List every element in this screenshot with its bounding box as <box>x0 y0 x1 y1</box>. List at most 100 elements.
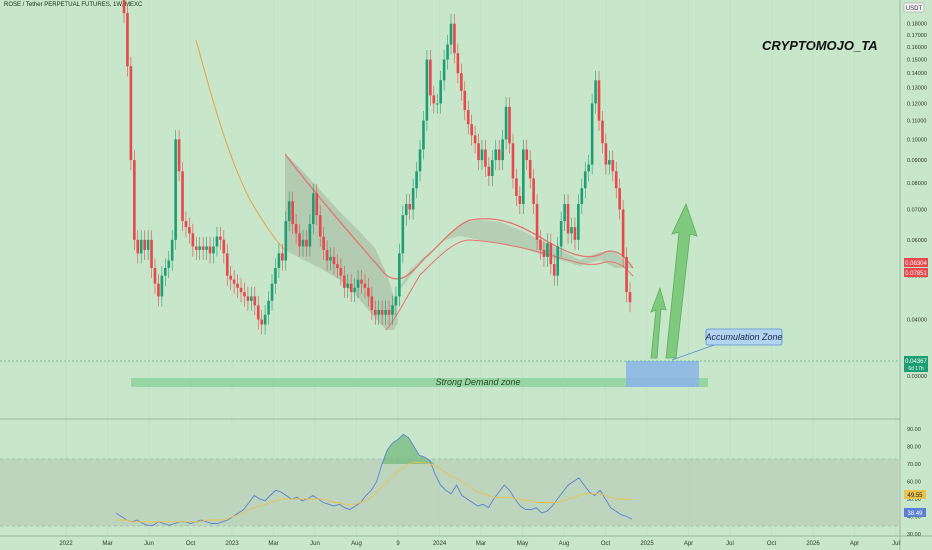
time-tick-label: 2026 <box>806 541 820 547</box>
candle-body <box>577 203 580 240</box>
price-tick-label: 0.12000 <box>907 101 927 107</box>
price-tick-label: 0.17000 <box>907 33 927 39</box>
candle-body <box>473 135 477 144</box>
time-tick-label: Aug <box>559 541 570 547</box>
candle-body <box>539 239 542 250</box>
price-tick-label: 0.08000 <box>907 181 927 187</box>
time-tick-label: Aug <box>351 541 362 547</box>
candle-body <box>363 283 367 288</box>
rsi-band <box>0 459 900 526</box>
candle-body <box>263 314 267 325</box>
candle-body <box>236 283 239 288</box>
candle-body <box>160 275 164 297</box>
price-label-countdown: 6d 17h <box>908 366 924 372</box>
candle-body <box>425 59 429 121</box>
candle-body <box>370 296 374 310</box>
candle-body <box>594 80 597 104</box>
candle-body <box>167 260 171 268</box>
time-tick-label: Mar <box>102 541 112 547</box>
price-label-ma1: 0.08304 <box>904 258 928 267</box>
time-tick-label: Jun <box>144 541 154 547</box>
candle-body <box>559 221 563 247</box>
candle-body <box>291 201 294 225</box>
candle-body <box>501 139 504 161</box>
candle-body <box>535 203 539 240</box>
candle-body <box>422 120 425 150</box>
candle-body <box>614 171 618 189</box>
candle-body <box>250 296 253 301</box>
time-axis[interactable]: 2022 Mar Jun Oct 2023 Mar Jun Aug 9 2024 Mar May Aug… <box>59 541 900 547</box>
candle-body <box>181 171 184 222</box>
candle-body <box>270 283 274 301</box>
time-tick-label: Oct <box>186 541 196 547</box>
rsi-axis[interactable]: 90.00 80.00 70.00 60.00 50.00 40.00 30.00 <box>907 427 921 538</box>
symbol-title: ROSE / Tether PERPETUAL FUTURES, 1W, MEX… <box>4 2 143 8</box>
candle-body <box>353 287 356 293</box>
candle-body <box>597 80 601 121</box>
candle-body <box>170 239 174 261</box>
candle-body <box>232 279 236 284</box>
candle-body <box>621 209 625 257</box>
candle-body <box>277 253 281 268</box>
candle-body <box>566 203 570 234</box>
candle-body <box>198 246 202 250</box>
time-tick-label: 2022 <box>59 541 73 547</box>
candle-body <box>408 203 412 210</box>
price-tick-label: 0.04000 <box>907 318 927 324</box>
time-tick-label: Oct <box>601 541 611 547</box>
candle-body <box>139 239 143 254</box>
price-tick-label: 0.07000 <box>907 207 927 213</box>
price-tick-label: 0.09000 <box>907 158 927 164</box>
candle-body <box>305 239 308 247</box>
currency-badge[interactable] <box>903 2 925 13</box>
candle-body <box>339 267 343 276</box>
candle-body <box>194 246 198 250</box>
candle-body <box>177 139 181 172</box>
time-tick-label: Apr <box>684 541 693 547</box>
candle-body <box>229 275 233 280</box>
candle-body <box>387 309 391 315</box>
price-tick-label: 0.13000 <box>907 86 927 92</box>
candle-body <box>497 149 501 161</box>
candle-body <box>460 73 463 91</box>
candle-body <box>449 23 453 45</box>
up-arrow-small-icon <box>650 286 667 359</box>
accumulation-zone-label: Accumulation Zone <box>704 332 782 342</box>
price-label-ma2: 0.07851 <box>904 268 928 277</box>
candle-body <box>322 236 325 250</box>
time-tick-label: May <box>517 541 528 547</box>
candle-body <box>246 296 250 301</box>
slow-moving-average <box>195 39 286 251</box>
candle-body <box>484 149 487 167</box>
price-axis[interactable]: 0.18000 0.17000 0.16000 0.15000 0.14000 0.130… <box>907 22 927 380</box>
candle-body <box>136 239 140 254</box>
candle-body <box>329 256 332 261</box>
currency-label: USDT <box>906 6 923 12</box>
candle-body <box>281 253 284 261</box>
candle-body <box>491 160 494 176</box>
candle-body <box>153 267 157 284</box>
rsi-tick-label: 70.00 <box>907 462 921 468</box>
price-label-last: 0.04367 6d 17h <box>904 356 928 372</box>
candle-body <box>628 292 632 303</box>
candle-body <box>611 160 615 172</box>
time-tick-label: 2025 <box>640 541 654 547</box>
candle-body <box>446 44 449 60</box>
candle-body <box>342 275 346 288</box>
candle-body <box>618 188 621 210</box>
price-label-ma2-text: 0.07851 <box>905 271 927 277</box>
candle-body <box>208 246 212 254</box>
candle-body <box>394 296 398 306</box>
candle-body <box>301 239 305 247</box>
price-tick-label: 0.10000 <box>907 137 927 143</box>
candle-body <box>318 215 322 237</box>
candle-body <box>587 164 590 172</box>
candle-body <box>308 224 312 247</box>
up-arrow-large-icon <box>665 202 698 359</box>
candle-body <box>191 233 195 247</box>
candle-body <box>570 227 573 234</box>
candle-body <box>256 305 260 320</box>
candle-body <box>146 239 150 250</box>
